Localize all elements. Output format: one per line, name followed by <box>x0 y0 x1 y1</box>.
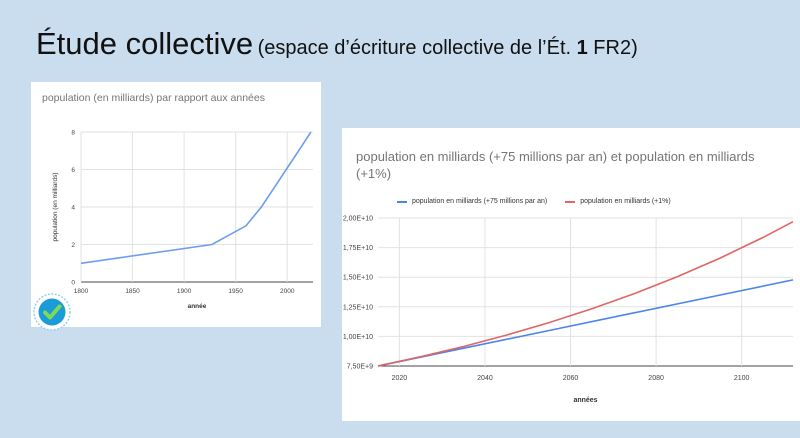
x-tick-label: 1950 <box>228 288 243 295</box>
y-tick-label: 0 <box>71 280 75 287</box>
student-number: 1 <box>576 37 588 59</box>
checkmark-badge-icon <box>33 293 71 331</box>
y-tick-label: 1,50E+10 <box>343 275 373 282</box>
x-tick-label: 2080 <box>648 375 664 382</box>
y-tick-label: 1,75E+10 <box>343 245 373 252</box>
x-tick-label: 2020 <box>392 375 408 382</box>
legend-label: population en milliards (+75 millions pa… <box>412 198 548 205</box>
chart-title: population (en milliards) par rapport au… <box>42 92 265 104</box>
chart-card-projection[interactable]: population en milliards (+75 millions pa… <box>342 128 800 421</box>
slide-title-main: Étude collective <box>36 26 254 61</box>
legend-item: population en milliards (+1%) <box>565 198 671 205</box>
x-tick-label: 2060 <box>563 375 579 382</box>
x-axis-label: années <box>573 397 597 404</box>
x-tick-label: 1900 <box>177 288 192 295</box>
slide-title: Étude collective (espace d’écriture coll… <box>36 26 638 62</box>
slide-title-paren-open: (espace d’écriture collective de l’Ét. <box>257 37 577 59</box>
y-tick-label: 2 <box>71 242 75 249</box>
series-line <box>377 220 794 367</box>
legend-item: population en milliards (+75 millions pa… <box>397 198 547 205</box>
x-tick-label: 1800 <box>74 288 89 295</box>
slide-title-paren-close: FR2) <box>587 37 638 59</box>
legend-swatch <box>565 200 576 203</box>
x-tick-label: 1850 <box>125 288 140 295</box>
series-line <box>80 131 312 265</box>
chart-legend: population en milliards (+75 millions pa… <box>397 198 671 205</box>
y-tick-label: 1,25E+10 <box>343 304 373 311</box>
chart-world-population: 0 2 4 6 8 1800 1850 1900 1950 2000 année population… <box>52 130 313 310</box>
y-tick-label: 8 <box>71 130 75 137</box>
chart-card-world-population[interactable]: population (en milliards) par rapport au… <box>31 82 321 327</box>
legend-label: population en milliards (+1%) <box>580 198 671 205</box>
y-tick-label: 4 <box>71 205 75 212</box>
series-line <box>377 279 794 367</box>
y-axis-label: population (en milliards) <box>52 172 59 241</box>
x-tick-label: 2040 <box>477 375 493 382</box>
y-tick-label: 6 <box>71 167 75 174</box>
x-tick-label: 2000 <box>280 288 295 295</box>
chart-title: population en milliards (+75 millions pa… <box>356 149 755 181</box>
y-tick-label: 1,00E+10 <box>343 334 373 341</box>
x-tick-label: 2100 <box>734 375 750 382</box>
y-tick-label: 7,50E+9 <box>347 364 373 371</box>
slide-title-subtitle: (espace d’écriture collective de l’Ét. 1… <box>258 37 638 59</box>
x-axis-label: année <box>188 303 207 310</box>
chart-population-projection: 7,50E+9 1,00E+10 1,25E+10 1,50E+10 1,75E+10 2… <box>343 216 794 404</box>
legend-swatch <box>397 200 407 203</box>
y-tick-label: 2,00E+10 <box>343 216 373 223</box>
